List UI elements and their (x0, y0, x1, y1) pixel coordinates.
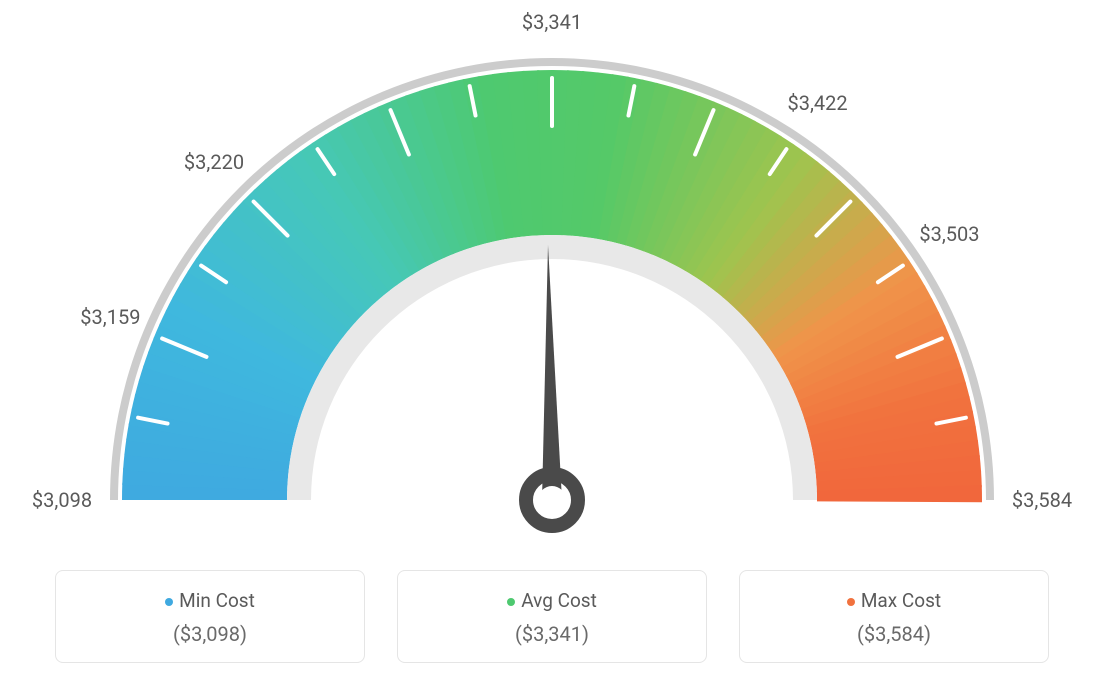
legend-label-min: Min Cost (179, 589, 255, 612)
legend-value-avg: ($3,341) (418, 622, 686, 646)
gauge-scale-label: $3,584 (1012, 488, 1072, 512)
gauge-scale-label: $3,220 (184, 150, 244, 174)
legend-title-avg: Avg Cost (418, 589, 686, 612)
legend-value-min: ($3,098) (76, 622, 344, 646)
legend-title-min: Min Cost (76, 589, 344, 612)
gauge-scale-label: $3,341 (522, 10, 582, 34)
gauge-scale-label: $3,422 (787, 91, 847, 115)
legend-card-max: Max Cost ($3,584) (739, 570, 1049, 663)
legend-label-avg: Avg Cost (521, 589, 597, 612)
gauge-scale-label: $3,503 (919, 222, 979, 246)
gauge-svg (0, 0, 1104, 560)
legend-row: Min Cost ($3,098) Avg Cost ($3,341) Max … (0, 570, 1104, 663)
legend-label-max: Max Cost (861, 589, 941, 612)
gauge-scale-label: $3,159 (80, 305, 140, 329)
legend-dot-min (165, 598, 173, 606)
legend-value-max: ($3,584) (760, 622, 1028, 646)
legend-card-min: Min Cost ($3,098) (55, 570, 365, 663)
legend-dot-max (847, 598, 855, 606)
gauge-container: $3,098 $3,159 $3,220 $3,341 $3,422 $3,503 $3,5… (0, 0, 1104, 560)
gauge-scale-label: $3,098 (32, 488, 92, 512)
legend-card-avg: Avg Cost ($3,341) (397, 570, 707, 663)
legend-dot-avg (507, 598, 515, 606)
legend-title-max: Max Cost (760, 589, 1028, 612)
